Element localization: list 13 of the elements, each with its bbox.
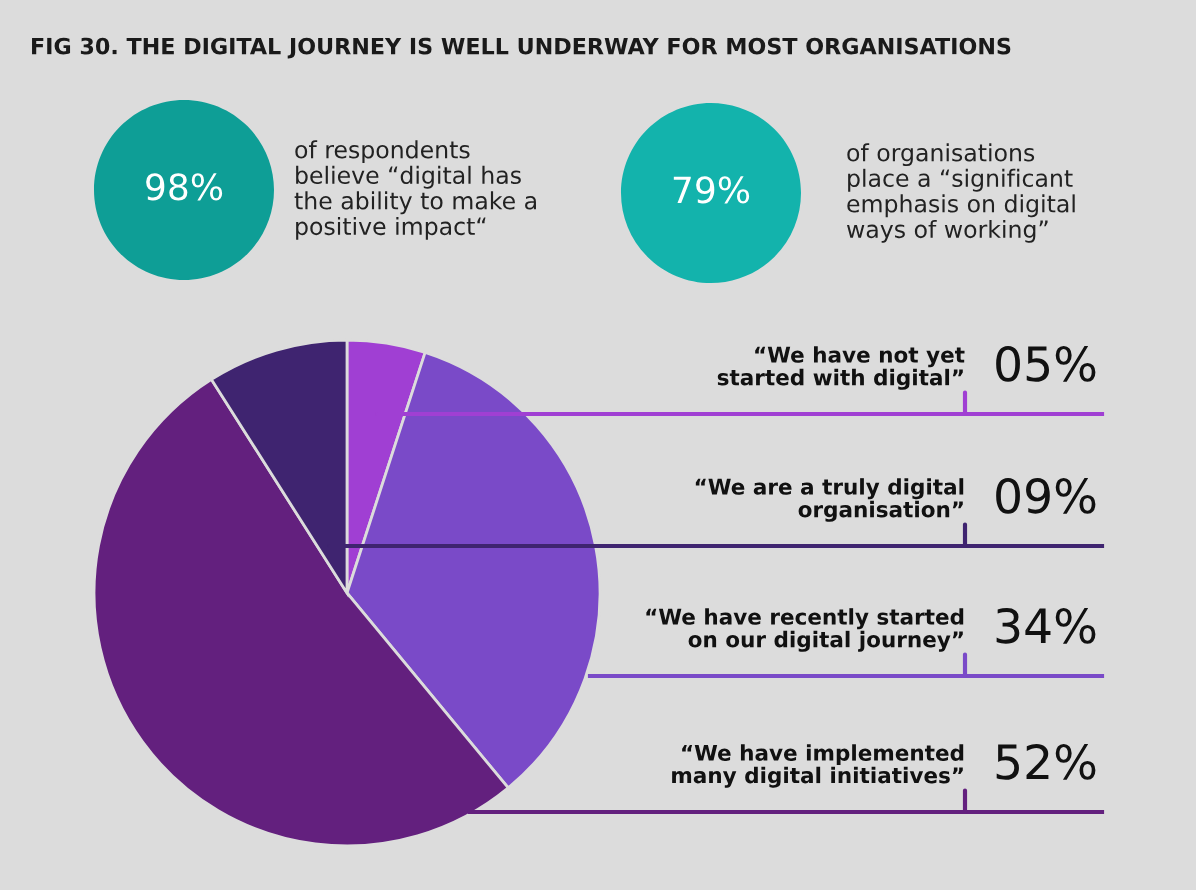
slice-label: “We have recently started on our digital journey” — [646, 608, 964, 652]
slice-label: “We have not yet started with digital” — [717, 346, 965, 390]
data-label: 05% — [996, 345, 1096, 382]
text: of organisations place a “significant emphasis on digital ways of working” — [846, 143, 1075, 243]
slice-label: “We have implemented many digital initiatives” — [672, 744, 964, 788]
data-label: 34% — [996, 607, 1096, 644]
text: of respondents believe “digital has the ability to make a positive impact“ — [294, 140, 536, 240]
text: FIG 30. THE DIGITAL JOURNEY IS WELL UNDERWAY FOR MOST ORGANISATIONS — [32, 37, 1011, 59]
text: 98% — [146, 173, 223, 201]
text: 79% — [673, 176, 750, 204]
slice-label: “We are a truly digital organisation” — [695, 478, 964, 522]
data-label: 09% — [996, 477, 1096, 514]
data-label: 52% — [996, 743, 1096, 780]
